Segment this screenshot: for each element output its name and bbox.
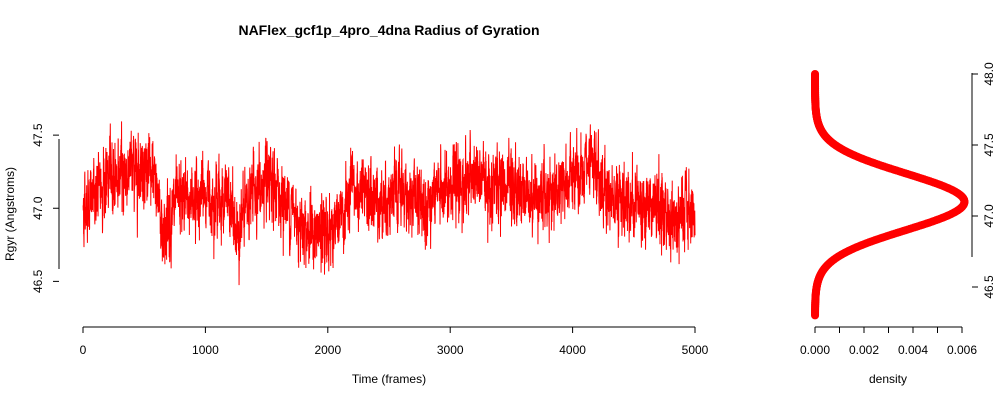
x-tick-label: 0 xyxy=(80,343,87,357)
density-x-axis-title: density xyxy=(869,372,907,386)
time-series-panel: 0 1000 2000 3000 4000 5000 46.5 47.0 47.5 Time … xyxy=(3,121,709,386)
y-tick-label: 46.5 xyxy=(31,269,45,293)
density-y-tick-label: 48.0 xyxy=(982,62,996,86)
density-y-tick-label: 47.0 xyxy=(982,204,996,228)
y-tick-label: 47.0 xyxy=(31,196,45,220)
rgyr-series xyxy=(82,121,696,286)
density-y-tick-label: 46.5 xyxy=(982,275,996,299)
y-tick-label: 47.5 xyxy=(31,123,45,147)
density-x-tick-label: 0.002 xyxy=(849,343,879,357)
density-point xyxy=(811,70,820,78)
x-tick-label: 2000 xyxy=(314,343,341,357)
density-x-tick-label: 0.000 xyxy=(800,343,830,357)
density-panel: 0.000 0.002 0.004 0.006 46.5 47.0 47.5 48.0 de… xyxy=(800,62,996,386)
density-curve xyxy=(811,70,969,320)
chart-title: NAFlex_gcf1p_4pro_4dna Radius of Gyratio… xyxy=(238,22,539,38)
x-tick-label: 4000 xyxy=(559,343,586,357)
x-tick-label: 1000 xyxy=(192,343,219,357)
density-y-tick-label: 47.5 xyxy=(982,133,996,157)
x-tick-label: 5000 xyxy=(682,343,709,357)
y-axis-title: Rgyr (Angstroms) xyxy=(3,167,17,261)
x-axis-title: Time (frames) xyxy=(352,372,426,386)
density-x-tick-label: 0.004 xyxy=(898,343,928,357)
density-x-tick-label: 0.006 xyxy=(947,343,977,357)
x-tick-label: 3000 xyxy=(437,343,464,357)
rgyr-trace xyxy=(82,121,696,286)
